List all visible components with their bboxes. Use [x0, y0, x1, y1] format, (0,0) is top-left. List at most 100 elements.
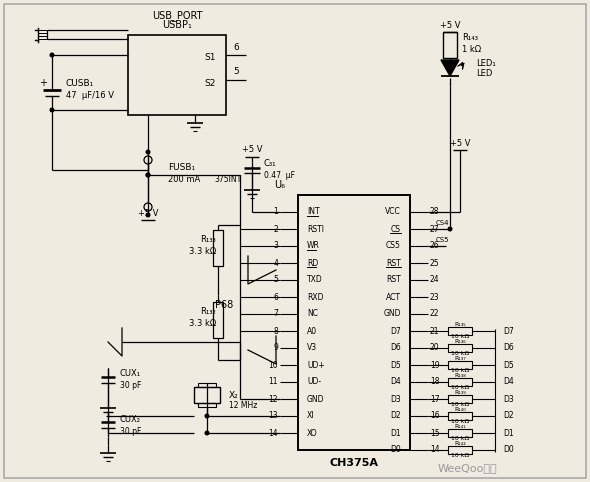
Text: CUX₁: CUX₁	[120, 370, 141, 378]
Text: 4: 4	[273, 258, 278, 268]
Bar	[448, 327, 472, 335]
Text: X₂: X₂	[229, 390, 239, 400]
Text: 1 kΩ: 1 kΩ	[462, 45, 481, 54]
Text: D7: D7	[503, 326, 514, 335]
Text: R₁₃₂: R₁₃₂	[200, 308, 216, 317]
Text: RSTI: RSTI	[307, 225, 324, 233]
Text: 0.47  μF: 0.47 μF	[264, 172, 295, 180]
Text: D4: D4	[503, 377, 514, 387]
Text: RD: RD	[307, 258, 318, 268]
Text: 13: 13	[268, 412, 278, 420]
Text: V3: V3	[307, 344, 317, 352]
Text: U₆: U₆	[274, 180, 286, 190]
Text: CS4: CS4	[436, 220, 450, 226]
Text: 6: 6	[233, 42, 239, 52]
Bar	[213, 230, 223, 266]
Text: RST: RST	[386, 276, 401, 284]
Circle shape	[205, 414, 209, 418]
Text: UD-: UD-	[307, 377, 321, 387]
Text: 11: 11	[268, 377, 278, 387]
Circle shape	[146, 173, 150, 177]
Text: R₁₃₃: R₁₃₃	[200, 236, 216, 244]
Text: 10: 10	[268, 361, 278, 370]
Text: ACT: ACT	[386, 293, 401, 302]
Text: D7: D7	[390, 326, 401, 335]
Text: 9: 9	[273, 344, 278, 352]
Text: P68: P68	[215, 300, 233, 310]
Text: 5: 5	[233, 67, 239, 77]
Text: CS5: CS5	[386, 241, 401, 251]
Text: 15: 15	[430, 428, 440, 438]
Text: R₁₃₇: R₁₃₇	[454, 356, 466, 361]
Text: 12: 12	[268, 394, 278, 403]
Text: USBP₁: USBP₁	[162, 20, 192, 30]
Bar	[448, 412, 472, 420]
Text: RXD: RXD	[307, 293, 323, 302]
Text: 26: 26	[430, 241, 440, 251]
Text: GND: GND	[384, 309, 401, 319]
Text: INT: INT	[307, 207, 320, 216]
Text: R₁₃₅: R₁₃₅	[454, 322, 466, 327]
Text: XI: XI	[307, 412, 314, 420]
Text: 21: 21	[430, 326, 440, 335]
Text: 19: 19	[430, 361, 440, 370]
Text: 3.3 kΩ: 3.3 kΩ	[189, 320, 216, 329]
Text: 25: 25	[430, 258, 440, 268]
Bar	[443, 32, 457, 58]
Text: D3: D3	[503, 394, 514, 403]
Text: R₁₄₂: R₁₄₂	[454, 441, 466, 446]
Bar	[298, 195, 410, 450]
Text: NC: NC	[307, 309, 318, 319]
Text: 2: 2	[273, 225, 278, 233]
Bar	[448, 395, 472, 403]
Text: 14: 14	[268, 428, 278, 438]
Text: D0: D0	[390, 445, 401, 455]
Text: CUX₂: CUX₂	[120, 415, 141, 424]
Text: 14: 14	[430, 445, 440, 455]
Text: CS5: CS5	[436, 237, 450, 243]
Text: D0: D0	[503, 445, 514, 455]
Text: 10 kΩ: 10 kΩ	[451, 334, 469, 339]
Text: 18: 18	[430, 377, 440, 387]
Bar	[194, 387, 220, 403]
Text: WeeQoo维库: WeeQoo维库	[437, 463, 497, 473]
Text: RST: RST	[386, 258, 401, 268]
Text: 6: 6	[273, 293, 278, 302]
Text: 10 kΩ: 10 kΩ	[451, 385, 469, 390]
Text: +5 V: +5 V	[242, 146, 262, 155]
Bar	[448, 378, 472, 386]
Text: D6: D6	[390, 344, 401, 352]
Circle shape	[146, 150, 150, 154]
Bar	[448, 429, 472, 437]
Text: D5: D5	[390, 361, 401, 370]
Text: CUSB₁: CUSB₁	[66, 80, 94, 89]
Text: 5: 5	[273, 276, 278, 284]
Text: USB_PORT: USB_PORT	[152, 11, 202, 22]
Text: D2: D2	[503, 412, 514, 420]
Text: 27: 27	[430, 225, 440, 233]
Text: D3: D3	[390, 394, 401, 403]
Text: UD+: UD+	[307, 361, 324, 370]
Text: C₃₁: C₃₁	[264, 160, 277, 169]
Text: 10 kΩ: 10 kΩ	[451, 453, 469, 458]
Text: 17: 17	[430, 394, 440, 403]
Text: WR: WR	[307, 241, 320, 251]
Bar	[448, 361, 472, 369]
Text: 7: 7	[273, 309, 278, 319]
Text: R₁₄₁: R₁₄₁	[454, 424, 466, 429]
Text: VCC: VCC	[385, 207, 401, 216]
Text: 10 kΩ: 10 kΩ	[451, 368, 469, 373]
Text: 375INT: 375INT	[215, 175, 242, 185]
Text: FUSB₁: FUSB₁	[168, 162, 195, 172]
Text: D2: D2	[391, 412, 401, 420]
Bar	[448, 344, 472, 352]
Text: 47  μF/16 V: 47 μF/16 V	[66, 91, 114, 99]
Text: S1: S1	[204, 53, 216, 62]
Text: D4: D4	[390, 377, 401, 387]
Text: TXD: TXD	[307, 276, 323, 284]
Bar	[198, 403, 216, 407]
Text: +5 V: +5 V	[440, 21, 460, 29]
Text: 3.3 kΩ: 3.3 kΩ	[189, 247, 216, 256]
Text: 30 pF: 30 pF	[120, 381, 142, 390]
Text: R₁₄₃: R₁₄₃	[462, 34, 478, 42]
